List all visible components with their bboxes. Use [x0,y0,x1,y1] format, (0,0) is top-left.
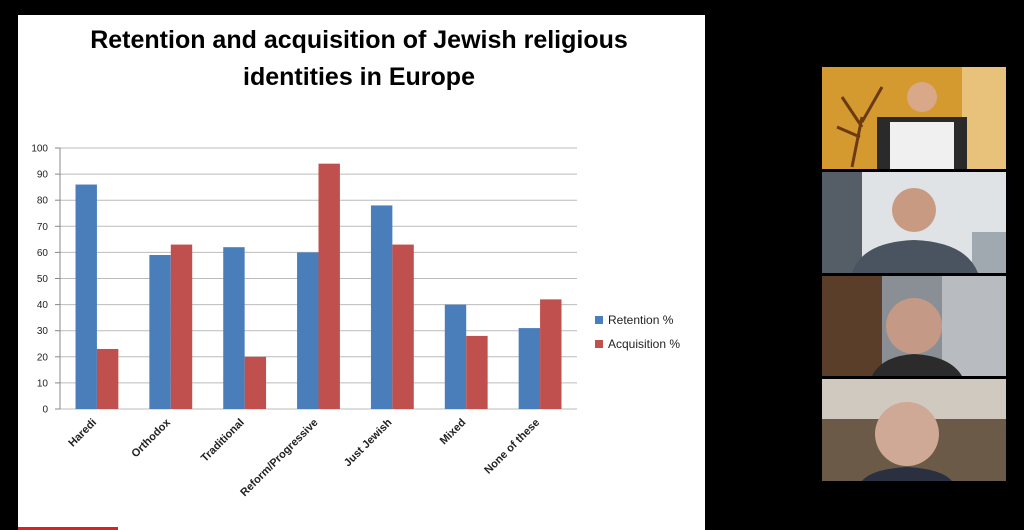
y-tick-label: 10 [37,378,49,389]
bar [244,356,267,409]
chart: 0 10 20 30 40 50 60 70 80 90 100 Haredi Orthodox Trad… [31,144,680,500]
x-tick-label: Mixed [438,417,469,448]
y-tick-label: 30 [37,326,49,337]
video-tile[interactable] [822,379,1006,481]
x-tick-label: Reform/Progressive [238,417,320,499]
legend-swatch [595,340,603,348]
bar [75,184,97,409]
bar [444,304,467,409]
x-tick-label: Traditional [199,417,247,465]
bar [392,244,414,409]
bar [96,348,119,409]
x-tick-label: Orthodox [129,416,173,460]
bar [318,163,340,409]
video-tile[interactable] [822,67,1006,169]
x-tick-label: None of these [482,417,542,477]
participant-video [822,379,1006,481]
y-tick-label: 40 [37,300,49,311]
y-tick-label: 0 [42,405,48,416]
bar [149,255,171,409]
participant-video [822,67,1006,169]
video-tile[interactable] [822,276,1006,376]
y-tick-label: 20 [37,352,49,363]
chart-title: Retention and acquisition of Jewish reli… [90,26,628,91]
legend-label: Acquisition % [608,337,680,351]
y-tick-label: 70 [37,222,49,233]
legend-swatch [595,316,603,324]
y-tick-label: 60 [37,248,49,259]
x-tick-label: Just Jewish [342,416,395,469]
bar [466,335,488,409]
x-tick-label: Haredi [66,417,99,450]
participant-video [822,276,1006,376]
bar [297,252,319,409]
bar [540,299,562,409]
video-tile[interactable] [822,172,1006,273]
bar [170,244,193,409]
legend-label: Retention % [608,313,674,327]
bar [370,205,393,409]
y-tick-label: 100 [31,144,48,155]
shared-slide [18,15,705,530]
y-tick-label: 90 [37,170,49,181]
y-tick-label: 80 [37,196,49,207]
y-tick-label: 50 [37,274,49,285]
bar [518,328,541,409]
participant-video [822,172,1006,273]
bar [223,247,245,409]
progress-bar [18,527,118,530]
